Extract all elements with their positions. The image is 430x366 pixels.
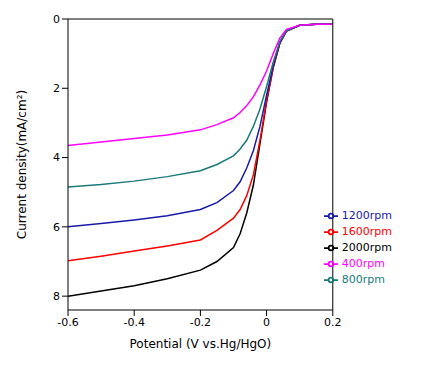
- svg-text:-0.2: -0.2: [190, 316, 211, 329]
- svg-text:Current density(mA/cm²): Current density(mA/cm²): [15, 90, 29, 239]
- svg-text:Potential (V vs.Hg/HgO): Potential (V vs.Hg/HgO): [130, 337, 272, 351]
- html-text:1600rpm: 1600rpm: [341, 225, 392, 238]
- svg-text:0: 0: [263, 316, 270, 329]
- svg-text:6: 6: [53, 221, 60, 234]
- html-text:400rpm: 400rpm: [341, 257, 385, 270]
- html-text:1200rpm: 1200rpm: [341, 209, 392, 222]
- svg-text:-0.4: -0.4: [123, 316, 144, 329]
- html-text:800rpm: 800rpm: [341, 273, 385, 286]
- svg-text:2: 2: [53, 82, 60, 95]
- svg-text:8: 8: [53, 290, 60, 303]
- svg-text:0: 0: [53, 13, 60, 26]
- svg-text:0.2: 0.2: [324, 316, 342, 329]
- html-text:2000rpm: 2000rpm: [341, 241, 392, 254]
- svg-text:-0.6: -0.6: [57, 316, 78, 329]
- svg-text:4: 4: [53, 151, 60, 164]
